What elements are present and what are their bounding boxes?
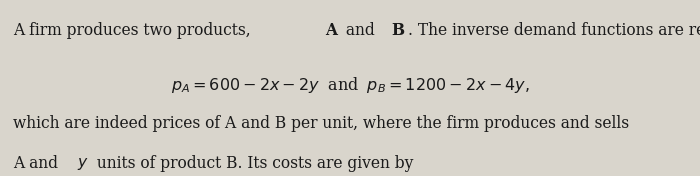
Text: A firm produces two products,: A firm produces two products, [13, 22, 255, 39]
Text: . The inverse demand functions are respectively,: . The inverse demand functions are respe… [408, 22, 700, 39]
Text: units of product B. Its costs are given by: units of product B. Its costs are given … [92, 155, 414, 172]
Text: and: and [341, 22, 379, 39]
Text: A and: A and [13, 155, 62, 172]
Text: $p_A = 600 - 2x - 2y\;$ and $\; p_B = 1200 - 2x - 4y,$: $p_A = 600 - 2x - 2y\;$ and $\; p_B = 12… [171, 75, 529, 95]
Text: A: A [326, 22, 337, 39]
Text: which are indeed prices of A and B per unit, where the firm produces and sells: which are indeed prices of A and B per u… [13, 115, 634, 132]
Text: $y$: $y$ [77, 155, 89, 172]
Text: B: B [391, 22, 404, 39]
